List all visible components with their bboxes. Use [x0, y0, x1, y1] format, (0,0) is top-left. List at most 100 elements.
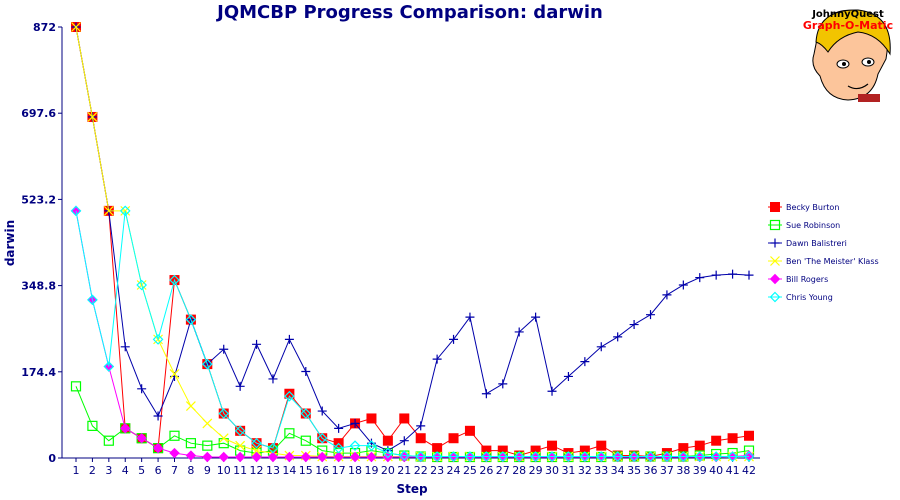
series-becky-burton: [71, 22, 754, 462]
data-point-chris-young: [218, 408, 230, 419]
data-point-chris-young: [333, 442, 344, 454]
data-point-dawn-balistreri: [596, 342, 606, 352]
data-point-chris-young: [103, 361, 115, 372]
data-point-chris-young: [398, 450, 410, 461]
x-tick-label: 26: [479, 464, 493, 477]
chart-title: JQMCBP Progress Comparison: darwin: [215, 2, 603, 23]
data-point-dawn-balistreri: [399, 436, 409, 446]
data-point-dawn-balistreri: [268, 374, 278, 384]
data-point-ben-the-meister-klass: [251, 445, 262, 456]
series-line-chris-young: [75, 210, 749, 457]
data-point-ben-the-meister-klass: [218, 433, 229, 444]
x-tick-label: 12: [250, 464, 264, 477]
data-point-bill-rogers: [300, 451, 312, 463]
data-point-dawn-balistreri: [613, 332, 623, 342]
x-tick-label: 36: [644, 464, 658, 477]
y-tick-label: 348.8: [21, 280, 56, 293]
data-point-chris-young: [349, 440, 361, 451]
data-point-chris-young: [316, 432, 328, 444]
x-tick-label: 37: [660, 464, 674, 477]
x-tick-label: 11: [233, 464, 247, 477]
x-tick-label: 42: [742, 464, 756, 477]
y-tick-label: 174.4: [21, 366, 56, 379]
series-line-ben-the-meister-klass: [75, 26, 749, 457]
data-point-chris-young: [727, 451, 738, 462]
data-point-dawn-balistreri: [678, 280, 688, 290]
data-point-chris-young: [234, 425, 246, 437]
data-point-chris-young: [201, 358, 213, 370]
data-point-chris-young: [136, 279, 148, 291]
data-point-becky-burton: [547, 440, 558, 451]
data-point-becky-burton: [366, 413, 377, 424]
data-point-dawn-balistreri: [153, 411, 163, 421]
data-point-dawn-balistreri: [547, 386, 557, 396]
data-point-chris-young: [743, 451, 755, 462]
data-point-chris-young: [497, 451, 509, 462]
legend: Becky Burton Sue Robinson Dawn Balistreri B…: [768, 202, 879, 303]
x-tick-label: 32: [578, 464, 592, 477]
x-tick-label: 10: [217, 464, 231, 477]
data-point-chris-young: [579, 451, 591, 462]
y-axis-title: darwin: [3, 220, 17, 266]
data-point-becky-burton: [596, 440, 607, 451]
data-point-dawn-balistreri: [366, 438, 376, 448]
legend-label-ben-the-meister-klass: Ben 'The Meister' Klass: [786, 257, 879, 266]
data-point-dawn-balistreri: [350, 418, 360, 428]
data-point-chris-young: [251, 437, 262, 449]
x-tick-label: 23: [430, 464, 444, 477]
x-tick-label: 25: [463, 464, 477, 477]
legend-marker-chris-young: [769, 291, 781, 303]
x-tick-label: 38: [676, 464, 690, 477]
data-point-dawn-balistreri: [416, 421, 426, 431]
data-point-dawn-balistreri: [695, 273, 705, 283]
data-point-chris-young: [513, 451, 525, 462]
data-point-chris-young: [677, 451, 689, 462]
data-point-sue-robinson: [284, 428, 295, 439]
data-point-bill-rogers: [267, 451, 279, 463]
data-point-chris-young: [169, 274, 180, 286]
data-point-bill-rogers: [218, 451, 229, 463]
data-point-dawn-balistreri: [563, 371, 573, 381]
data-point-ben-the-meister-klass: [185, 401, 196, 412]
series-ben-the-meister-klass: [71, 22, 754, 462]
data-point-dawn-balistreri: [629, 320, 639, 330]
data-point-becky-burton: [744, 430, 754, 441]
data-point-bill-rogers: [185, 450, 197, 461]
x-tick-label: 28: [512, 464, 526, 477]
series-line-sue-robinson: [75, 386, 750, 458]
x-tick-label: 14: [282, 464, 296, 477]
data-point-dawn-balistreri: [711, 270, 721, 280]
data-point-sue-robinson: [202, 440, 213, 451]
data-point-sue-robinson: [87, 420, 98, 431]
data-point-dawn-balistreri: [252, 339, 262, 349]
data-point-bill-rogers: [120, 423, 131, 434]
data-point-sue-robinson: [70, 381, 82, 392]
data-point-dawn-balistreri: [235, 381, 245, 391]
x-tick-label: 1: [73, 464, 80, 477]
data-point-chris-young: [431, 451, 443, 462]
data-point-dawn-balistreri: [514, 327, 524, 337]
data-point-ben-the-meister-klass: [202, 418, 213, 429]
data-point-chris-young: [300, 408, 312, 419]
x-tick-label: 24: [447, 464, 461, 477]
data-point-chris-young: [464, 451, 476, 462]
x-tick-label: 3: [105, 464, 112, 477]
series-line-becky-burton: [75, 26, 750, 458]
x-tick-label: 27: [496, 464, 510, 477]
x-tick-label: 9: [204, 464, 211, 477]
data-point-bill-rogers: [349, 451, 361, 463]
x-tick-label: 6: [155, 464, 162, 477]
data-point-bill-rogers: [169, 447, 180, 459]
data-point-chris-young: [694, 451, 706, 462]
x-tick-label: 20: [381, 464, 395, 477]
data-point-bill-rogers: [251, 451, 262, 463]
y-tick-label: 872: [33, 21, 56, 34]
data-point-chris-young: [645, 451, 656, 462]
data-point-becky-burton: [464, 425, 475, 436]
data-point-dawn-balistreri: [481, 389, 491, 399]
legend-label-bill-rogers: Bill Rogers: [786, 275, 828, 284]
data-point-bill-rogers: [202, 451, 213, 463]
data-point-dawn-balistreri: [728, 269, 738, 279]
